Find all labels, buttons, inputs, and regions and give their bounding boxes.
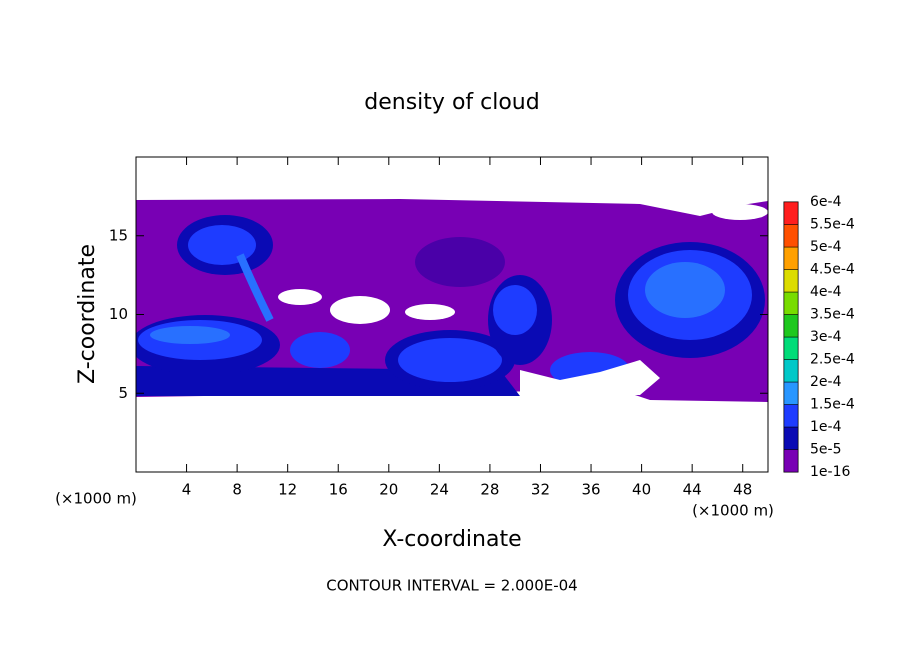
y-unit: (×1000 m)	[55, 490, 137, 508]
colorbar-band	[783, 336, 799, 360]
x-tick-label: 48	[733, 481, 752, 499]
x-tick-label: 12	[278, 481, 297, 499]
colorbar-band	[783, 404, 799, 428]
x-tick-label: 40	[632, 481, 651, 499]
colorbar-label: 5.5e-4	[810, 217, 855, 233]
colorbar-label: 3e-4	[810, 329, 842, 345]
x-unit: (×1000 m)	[692, 502, 774, 520]
x-tick-label: 28	[480, 481, 499, 499]
contour-field	[136, 199, 768, 402]
colorbar-label: 1.5e-4	[810, 397, 855, 413]
colorbar-label: 2.5e-4	[810, 352, 855, 368]
y-tick-label: 10	[109, 305, 128, 323]
colorbar-band	[783, 224, 799, 248]
x-tick-label: 4	[182, 481, 192, 499]
colorbar-band	[783, 201, 799, 225]
x-tick-label: 32	[531, 481, 550, 499]
colorbar-label: 5e-4	[810, 239, 842, 255]
colorbar-band	[783, 246, 799, 270]
y-tick-label: 5	[118, 384, 128, 402]
colorbar-label: 2e-4	[810, 374, 842, 390]
annotation: CONTOUR INTERVAL = 2.000E-04	[326, 577, 577, 595]
colorbar-band	[783, 426, 799, 450]
x-tick-label: 36	[581, 481, 600, 499]
colorbar-band	[783, 314, 799, 338]
colorbar-label: 5e-5	[810, 442, 841, 458]
colorbar-label: 6e-4	[810, 194, 842, 210]
colorbar-label: 3.5e-4	[810, 307, 855, 323]
x-axis-label: X-coordinate	[382, 527, 521, 552]
colorbar-band	[783, 291, 799, 315]
x-tick-label: 16	[329, 481, 348, 499]
colorbar-label: 1e-16	[810, 464, 850, 480]
colorbar-band	[783, 449, 799, 473]
colorbar-band	[783, 269, 799, 293]
y-tick-label: 15	[109, 226, 128, 244]
chart-title: density of cloud	[364, 90, 539, 115]
x-tick-label: 20	[379, 481, 398, 499]
colorbar-band	[783, 381, 799, 405]
colorbar-label: 4.5e-4	[810, 262, 855, 278]
colorbar-label: 4e-4	[810, 284, 842, 300]
x-tick-label: 24	[430, 481, 449, 499]
x-tick-label: 8	[232, 481, 242, 499]
colorbar-band	[783, 359, 799, 383]
colorbar-label: 1e-4	[810, 419, 842, 435]
x-tick-label: 44	[683, 481, 702, 499]
y-axis-label: Z-coordinate	[75, 244, 100, 384]
